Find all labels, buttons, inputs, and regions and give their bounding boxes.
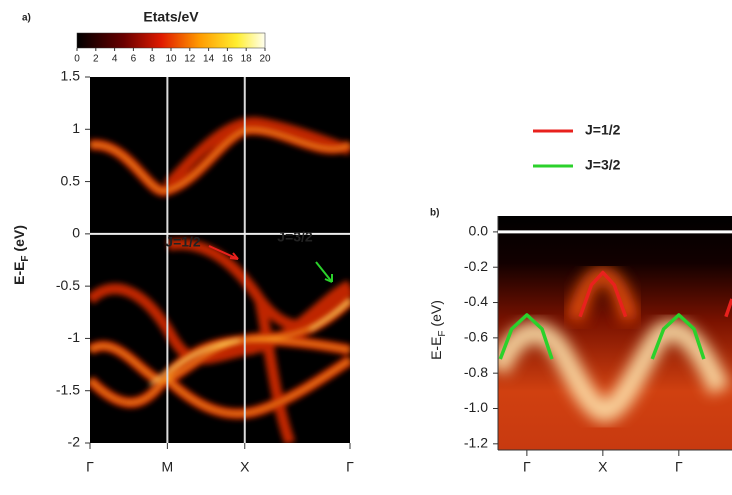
x-tick-label: X [598, 459, 608, 475]
series-line [498, 313, 706, 360]
y-tick-label: -1.2 [464, 435, 488, 451]
x-tick-label: Γ [675, 459, 683, 475]
y-axis-label-part: F [20, 255, 31, 261]
y-tick-label: 0.5 [61, 172, 81, 188]
y-tick-label: -1.0 [464, 399, 488, 415]
annotation: J=1/2 [165, 234, 201, 250]
x-tick-label: Γ [523, 459, 531, 475]
series-line [578, 270, 732, 318]
x-tick-label: X [240, 459, 250, 475]
heatmap-b [498, 216, 732, 450]
panel-label: a) [22, 13, 31, 24]
y-tick-label: -1 [68, 329, 81, 345]
x-tick-label: Γ [86, 459, 94, 475]
y-tick-label: -0.8 [464, 364, 488, 380]
colorbar [76, 32, 266, 49]
x-tick-label: M [162, 459, 174, 475]
colorbar-tick-label: 16 [222, 54, 234, 65]
y-axis-label-part: E-E [428, 337, 444, 360]
y-tick-label: -2 [68, 434, 81, 450]
series-group [498, 270, 732, 360]
y-tick-label: -0.5 [56, 277, 80, 293]
y-axis-label: E-EF (eV) [428, 300, 448, 360]
colorbar-tick-label: 0 [74, 54, 80, 65]
legend-label: J=3/2 [585, 157, 621, 173]
colorbar-tick-label: 6 [131, 54, 137, 65]
y-tick-label: 0 [72, 225, 80, 241]
y-tick-label: -0.6 [464, 329, 488, 345]
colorbar-title: Etats/eV [143, 9, 199, 25]
y-axis-label-part: F [437, 330, 448, 336]
y-tick-label: 1 [72, 120, 80, 136]
colorbar-tick-label: 4 [112, 54, 118, 65]
y-axis-label: E-EF (eV) [11, 225, 31, 285]
colorbar-tick-label: 10 [165, 54, 177, 65]
y-tick-label: 1.5 [61, 68, 81, 84]
colorbar-tick-label: 8 [149, 54, 155, 65]
colorbar-tick-label: 2 [93, 54, 99, 65]
y-tick-label: -0.2 [464, 258, 488, 274]
y-axis-label-part: E-E [11, 262, 27, 285]
heatmap-a [90, 77, 350, 443]
annotation-arrow [208, 245, 333, 283]
x-tick-label: Γ [346, 459, 354, 475]
y-tick-label: 0.0 [469, 223, 489, 239]
legend-label: J=1/2 [585, 122, 621, 138]
y-axis-label-part: (eV) [428, 300, 444, 330]
colorbar-tick-label: 20 [259, 54, 271, 65]
panel-label: b) [430, 208, 439, 219]
annotation: J=3/2 [277, 229, 313, 245]
colorbar-tick-label: 18 [241, 54, 253, 65]
colorbar-tick-label: 14 [203, 54, 215, 65]
colorbar-tick-label: 12 [184, 54, 196, 65]
y-axis-label-part: (eV) [11, 225, 27, 255]
y-tick-label: -0.4 [464, 293, 488, 309]
y-tick-label: -1.5 [56, 381, 80, 397]
